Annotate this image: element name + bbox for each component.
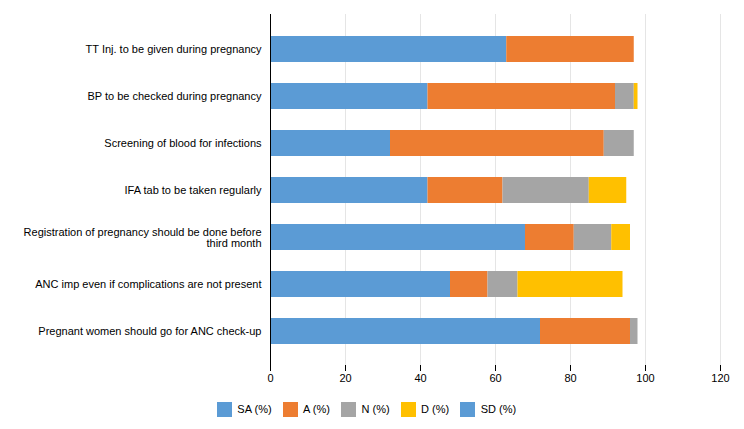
svg-text:60: 60 <box>489 372 501 384</box>
svg-text:ANC imp even if complications: ANC imp even if complications are not pr… <box>35 278 261 290</box>
html-text:N (%): N (%) <box>361 403 390 416</box>
svg-text:IFA tab to be taken regularly: IFA tab to be taken regularly <box>125 184 262 196</box>
svg-text:TT Inj. to be given during pre: TT Inj. to be given during pregnancy <box>86 43 262 55</box>
svg-text:Screening of blood for infecti: Screening of blood for infections <box>104 137 262 149</box>
html-text:A (%): A (%) <box>303 403 330 416</box>
svg-text:BP to be checked during pregna: BP to be checked during pregnancy <box>87 90 262 102</box>
html-text:SA (%): SA (%) <box>237 403 272 416</box>
svg-text:120: 120 <box>711 372 729 384</box>
svg-text:100: 100 <box>636 372 654 384</box>
svg-text:40: 40 <box>414 372 426 384</box>
svg-text:20: 20 <box>339 372 351 384</box>
svg-text:0: 0 <box>267 372 273 384</box>
svg-text:Registration of pregnancy shou: Registration of pregnancy should be done… <box>24 226 262 249</box>
svg-text:Pregnant women should go for A: Pregnant women should go for ANC check-u… <box>38 325 261 337</box>
html-text:D (%): D (%) <box>421 403 450 416</box>
svg-text:80: 80 <box>564 372 576 384</box>
html-text:SD (%): SD (%) <box>480 403 517 416</box>
